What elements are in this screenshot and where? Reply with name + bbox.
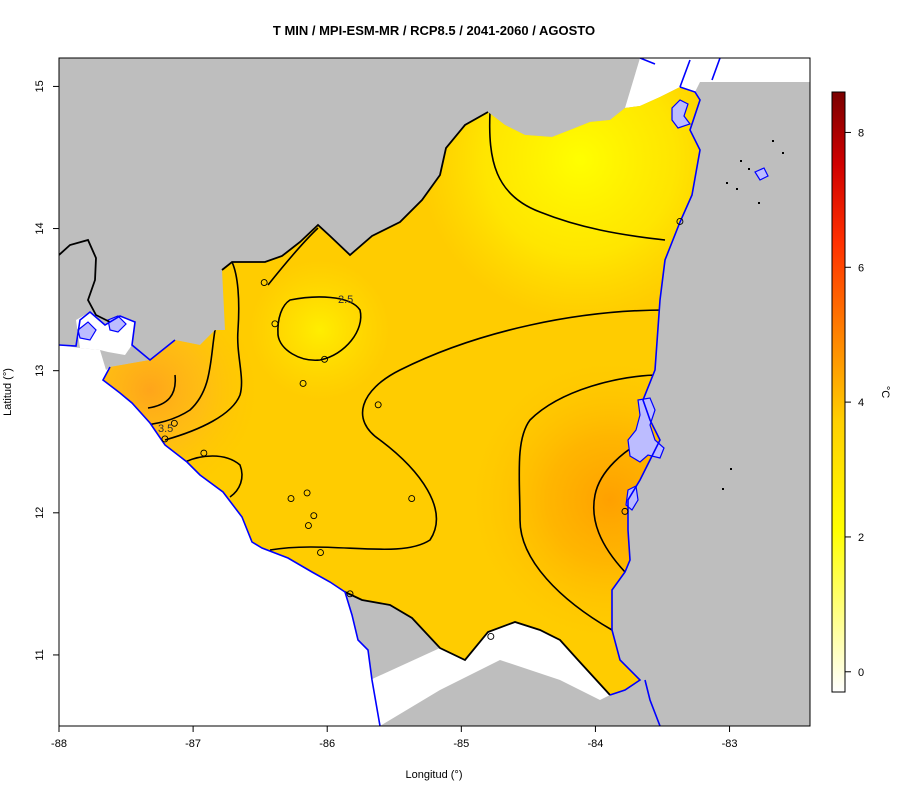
colorbar-tick-label: 0 — [858, 667, 864, 679]
contour-line — [164, 261, 243, 441]
contour-line — [593, 439, 646, 573]
lagoon — [627, 397, 665, 463]
cay — [758, 202, 760, 204]
colorbar-unit: °C — [879, 386, 891, 398]
station-marker — [304, 522, 312, 530]
map-area — [59, 58, 810, 726]
station-marker — [200, 449, 208, 457]
colorbar-ramp — [831, 91, 846, 693]
x-tick-label: -88 — [51, 738, 67, 750]
x-axis: -88 -87 -86 -85 -84 -83 — [51, 726, 737, 750]
plot-frame — [58, 57, 811, 727]
border-costa-rica — [344, 591, 611, 696]
coastlines — [59, 58, 721, 726]
lagoon — [625, 485, 639, 511]
chart-title: T MIN / MPI-ESM-MR / RCP8.5 / 2041-2060 … — [273, 23, 595, 38]
cay — [772, 140, 774, 142]
station-marker — [321, 355, 328, 363]
caribbean-sea — [625, 58, 810, 108]
cay — [722, 488, 724, 490]
station-marker — [346, 590, 354, 598]
colorbar: 0 2 4 6 8 °C — [831, 91, 891, 693]
station-marker — [161, 435, 169, 443]
x-tick-label: -86 — [319, 738, 335, 750]
station-markers — [161, 217, 684, 640]
lagoons — [77, 99, 769, 511]
y-axis: 11 12 13 14 15 — [34, 80, 59, 661]
colorbar-tick-label: 4 — [858, 397, 864, 409]
colorbar-ticks: 0 2 4 6 8 — [845, 127, 864, 679]
colorbar-tick-label: 8 — [858, 127, 864, 139]
contour-lines — [139, 111, 666, 631]
y-tick-label: 12 — [34, 507, 46, 519]
border-honduras — [59, 111, 489, 323]
colorbar-tick-label: 6 — [858, 262, 864, 274]
x-tick-label: -84 — [587, 738, 603, 750]
y-tick-label: 11 — [34, 649, 46, 660]
pacific-ocean — [59, 345, 380, 726]
contour-line — [277, 296, 362, 361]
contour-line — [269, 309, 666, 551]
caribbean-cays — [722, 140, 784, 490]
y-axis-label: Latitud (°) — [2, 368, 14, 416]
y-tick-label: 13 — [34, 365, 46, 377]
contour-line — [184, 455, 243, 498]
station-marker — [676, 217, 684, 225]
y-tick-label: 14 — [34, 222, 46, 234]
x-axis-label: Longitud (°) — [406, 769, 463, 781]
contour-label: 2.5 — [338, 294, 353, 306]
lagoon — [671, 99, 691, 129]
contour-label: 3.5 — [158, 423, 173, 435]
cay — [782, 152, 784, 154]
station-marker — [170, 419, 178, 427]
pacific-coastline — [101, 366, 381, 726]
station-marker — [487, 633, 495, 640]
station-marker — [299, 380, 307, 387]
station-marker — [621, 507, 629, 515]
station-marker — [260, 279, 268, 287]
x-tick-label: -85 — [453, 738, 469, 750]
contour-line — [147, 374, 177, 409]
station-marker — [408, 495, 416, 503]
cay — [740, 160, 742, 162]
contour-line — [139, 329, 216, 426]
contour-line — [267, 227, 319, 286]
x-tick-label: -83 — [722, 738, 738, 750]
x-tick-label: -87 — [185, 738, 201, 750]
station-marker — [303, 489, 311, 497]
cay — [730, 468, 732, 470]
caribbean-coastline — [609, 58, 701, 696]
colorbar-tick-label: 2 — [858, 532, 864, 544]
contour-line — [488, 111, 666, 241]
fonseca-coastline — [59, 310, 176, 362]
cay — [736, 188, 738, 190]
station-marker — [287, 495, 295, 503]
contour-line — [518, 374, 661, 631]
cay — [726, 182, 728, 184]
lagoon — [754, 167, 769, 181]
honduras-coastline — [679, 58, 721, 88]
lagoon — [77, 321, 97, 341]
station-marker — [374, 401, 382, 409]
station-marker — [271, 320, 279, 328]
station-marker — [317, 549, 324, 557]
station-marker — [310, 512, 318, 520]
caribbean-coastline-south — [644, 679, 661, 726]
y-tick-label: 15 — [34, 80, 46, 92]
southern-water — [370, 622, 610, 726]
cay — [748, 168, 750, 170]
